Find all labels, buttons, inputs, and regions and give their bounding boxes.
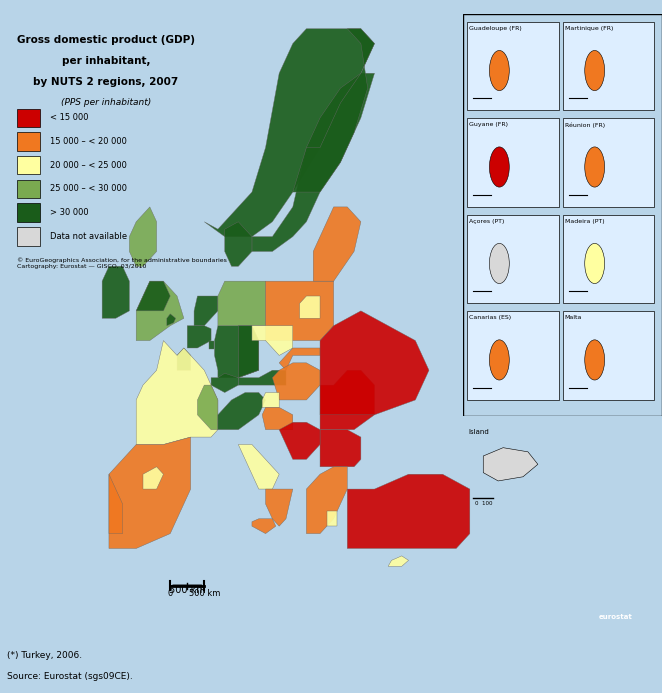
Polygon shape (483, 448, 538, 481)
FancyBboxPatch shape (17, 204, 40, 222)
Polygon shape (238, 370, 286, 385)
Circle shape (489, 243, 509, 283)
Circle shape (585, 51, 604, 91)
Text: Réunion (FR): Réunion (FR) (565, 123, 605, 128)
Bar (467, 22, 559, 110)
Text: per inhabitant,: per inhabitant, (62, 56, 150, 66)
Bar (563, 119, 654, 207)
Polygon shape (143, 467, 164, 489)
Text: (PPS per inhabitant): (PPS per inhabitant) (61, 98, 151, 107)
Text: Malta: Malta (565, 315, 582, 320)
Text: (*) Turkey, 2006.: (*) Turkey, 2006. (7, 651, 81, 660)
Text: Island: Island (468, 430, 489, 435)
Text: by NUTS 2 regions, 2007: by NUTS 2 regions, 2007 (33, 77, 179, 87)
Bar (467, 215, 559, 304)
Polygon shape (320, 311, 429, 415)
Polygon shape (279, 422, 320, 459)
Text: < 15 000: < 15 000 (50, 114, 89, 123)
Polygon shape (109, 437, 191, 548)
Polygon shape (224, 222, 252, 266)
Bar (467, 119, 559, 207)
Polygon shape (265, 281, 334, 340)
Polygon shape (136, 340, 218, 444)
Bar (563, 311, 654, 400)
FancyBboxPatch shape (17, 156, 40, 175)
Polygon shape (279, 348, 320, 370)
Text: Source: Eurostat (sgs09CE).: Source: Eurostat (sgs09CE). (7, 672, 132, 681)
Polygon shape (300, 296, 320, 318)
Text: © EuroGeographics Association, for the administrative boundaries
Cartography: Eu: © EuroGeographics Association, for the a… (17, 258, 226, 270)
Polygon shape (252, 73, 375, 252)
Polygon shape (136, 281, 170, 311)
Polygon shape (177, 348, 191, 370)
Text: Canarias (ES): Canarias (ES) (469, 315, 512, 320)
Polygon shape (238, 326, 259, 378)
Text: 500 km: 500 km (189, 589, 220, 598)
Polygon shape (252, 326, 293, 356)
Text: eurostat: eurostat (598, 614, 633, 620)
Polygon shape (136, 281, 184, 340)
Text: 25 000 – < 30 000: 25 000 – < 30 000 (50, 184, 127, 193)
Polygon shape (211, 374, 238, 392)
Text: 20 000 – < 25 000: 20 000 – < 25 000 (50, 161, 127, 170)
Circle shape (585, 147, 604, 187)
Polygon shape (197, 385, 218, 430)
Polygon shape (205, 28, 375, 236)
Circle shape (585, 243, 604, 283)
Polygon shape (102, 266, 129, 318)
Polygon shape (265, 489, 293, 526)
Polygon shape (307, 467, 348, 534)
Text: Gross domestic product (GDP): Gross domestic product (GDP) (17, 35, 195, 45)
Polygon shape (129, 207, 157, 266)
Text: 15 000 – < 20 000: 15 000 – < 20 000 (50, 137, 127, 146)
Polygon shape (327, 511, 337, 526)
Polygon shape (320, 370, 375, 430)
Polygon shape (262, 407, 293, 430)
FancyBboxPatch shape (17, 227, 40, 245)
Polygon shape (262, 392, 279, 407)
Circle shape (585, 340, 604, 380)
Polygon shape (313, 207, 361, 281)
Text: > 30 000: > 30 000 (50, 208, 89, 217)
Text: Martinique (FR): Martinique (FR) (565, 26, 613, 31)
Polygon shape (187, 326, 211, 348)
Polygon shape (194, 296, 218, 326)
Text: Guadeloupe (FR): Guadeloupe (FR) (469, 26, 522, 31)
Polygon shape (320, 430, 361, 467)
Text: 500 km: 500 km (169, 585, 206, 595)
FancyBboxPatch shape (17, 179, 40, 198)
Polygon shape (348, 474, 470, 548)
Bar (563, 22, 654, 110)
FancyBboxPatch shape (17, 132, 40, 151)
Polygon shape (214, 326, 259, 378)
Polygon shape (209, 340, 214, 349)
Text: Açores (PT): Açores (PT) (469, 219, 504, 224)
Circle shape (489, 147, 509, 187)
Circle shape (489, 51, 509, 91)
Polygon shape (252, 519, 276, 534)
Polygon shape (388, 556, 408, 566)
FancyBboxPatch shape (17, 109, 40, 127)
Polygon shape (272, 363, 320, 400)
Text: Guyane (FR): Guyane (FR) (469, 123, 508, 128)
Polygon shape (218, 392, 265, 430)
Bar (467, 311, 559, 400)
Text: Madeira (PT): Madeira (PT) (565, 219, 604, 224)
Polygon shape (109, 474, 122, 534)
Polygon shape (238, 444, 279, 489)
Text: 0: 0 (167, 589, 173, 598)
Polygon shape (167, 314, 175, 326)
Circle shape (489, 340, 509, 380)
Polygon shape (218, 281, 265, 326)
Text: Data not available: Data not available (50, 232, 128, 241)
Bar (563, 215, 654, 304)
Text: 0  100: 0 100 (475, 501, 492, 506)
Polygon shape (293, 28, 375, 192)
